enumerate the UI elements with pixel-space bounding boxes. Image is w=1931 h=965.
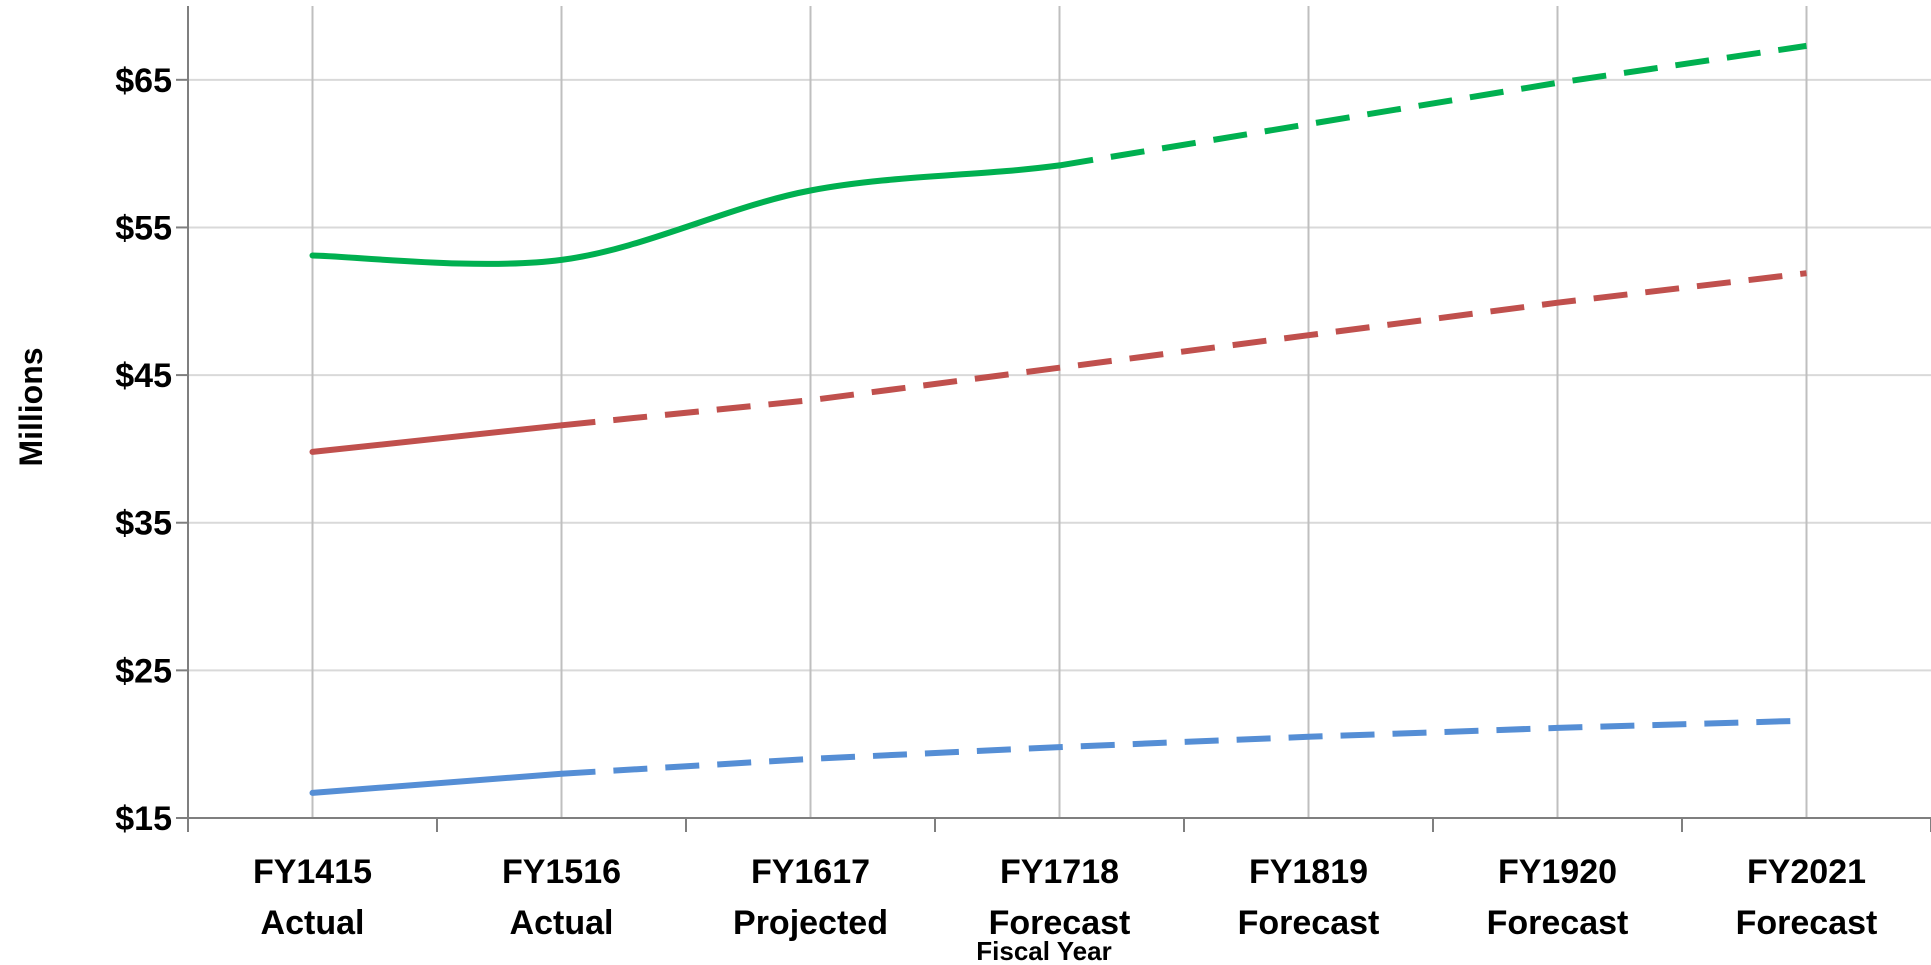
series-2-forecast-line	[561, 717, 1807, 777]
series-1-actual-line	[309, 422, 565, 455]
y-tick-label: $65	[115, 62, 172, 100]
y-tick-label: $25	[115, 652, 172, 690]
series-0-actual-line	[309, 162, 1063, 267]
gridlines	[188, 6, 1931, 818]
y-tick-label: $35	[115, 505, 172, 543]
x-tick-label: FY1819 Forecast	[1238, 853, 1380, 942]
series-0-forecast-line	[1059, 42, 1807, 169]
series-lines	[309, 42, 1807, 796]
x-tick-label: FY1415 Actual	[253, 853, 372, 942]
y-tick-label: $45	[115, 357, 172, 395]
tick-labels: $15 $25 $35 $45 $55 $65 FY1415 Actual FY1516 Actu…	[115, 62, 1877, 942]
x-tick-label: FY1718 Forecast	[989, 853, 1131, 942]
y-tick-label: $55	[115, 209, 172, 247]
x-tick-label: FY1516 Actual	[502, 853, 621, 942]
axes	[176, 6, 1931, 832]
y-axis-label: Millions	[13, 347, 49, 466]
x-tick-label: FY2021 Forecast	[1736, 853, 1878, 942]
y-tick-label: $15	[115, 800, 172, 838]
x-axis-label: Fiscal Year	[976, 936, 1111, 965]
series-1-forecast-line	[561, 270, 1807, 429]
x-tick-label: FY1920 Forecast	[1487, 853, 1629, 942]
x-tick-label: FY1617 Projected	[733, 853, 888, 942]
series-2-actual-line	[309, 770, 565, 796]
